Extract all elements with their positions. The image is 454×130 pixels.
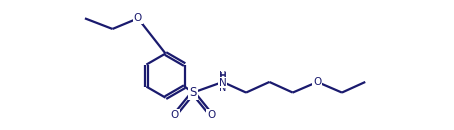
Text: H: H	[219, 72, 226, 81]
Text: O: O	[313, 77, 321, 87]
Text: O: O	[207, 110, 216, 120]
Text: O: O	[134, 13, 142, 23]
Text: N: N	[219, 78, 227, 88]
Text: H
N: H N	[219, 71, 227, 93]
Text: O: O	[171, 110, 179, 120]
Text: S: S	[189, 86, 197, 99]
